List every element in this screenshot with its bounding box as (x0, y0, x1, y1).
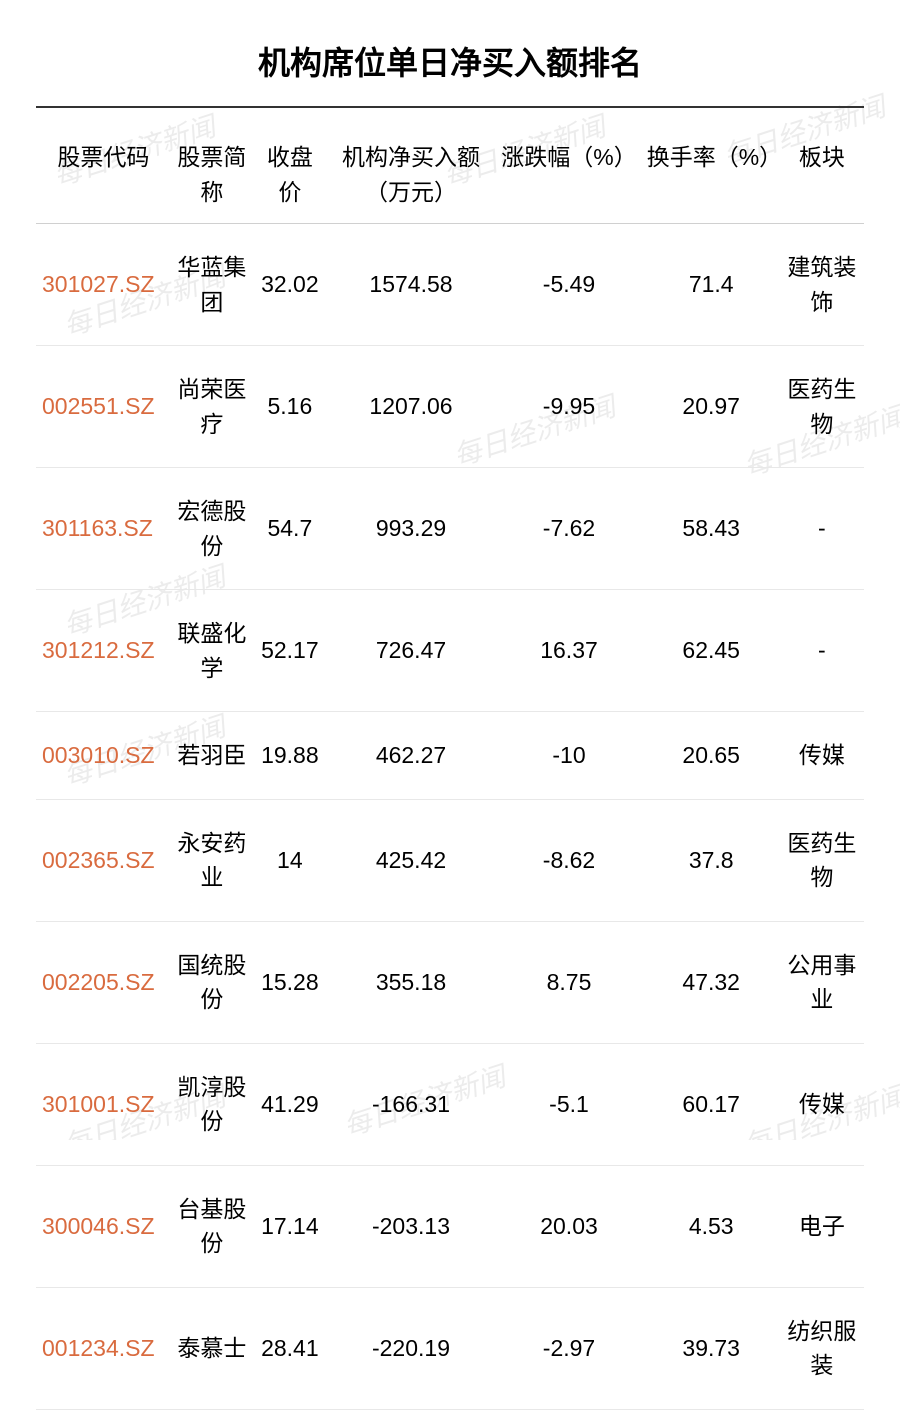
cell-price: 17.14 (253, 1165, 327, 1287)
cell-turnover: 71.4 (643, 224, 780, 346)
cell-netbuy: -203.13 (327, 1165, 496, 1287)
cell-turnover: 47.32 (643, 921, 780, 1043)
table-row: 301027.SZ华蓝集团32.021574.58-5.4971.4建筑装饰 (36, 224, 864, 346)
cell-code: 003010.SZ (36, 712, 171, 800)
cell-sector: 医药生物 (780, 799, 864, 921)
cell-change: 20.03 (495, 1165, 642, 1287)
cell-code: 301163.SZ (36, 468, 171, 590)
table-row: 301163.SZ宏德股份54.7993.29-7.6258.43- (36, 468, 864, 590)
cell-sector: - (780, 468, 864, 590)
cell-change: -10 (495, 712, 642, 800)
cell-code: 300046.SZ (36, 1165, 171, 1287)
cell-change: -8.62 (495, 799, 642, 921)
cell-code: 002205.SZ (36, 921, 171, 1043)
cell-price: 5.16 (253, 346, 327, 468)
table-row: 301212.SZ联盛化学52.17726.4716.3762.45- (36, 590, 864, 712)
cell-code: 001234.SZ (36, 1287, 171, 1409)
table-row: 002365.SZ永安药业14425.42-8.6237.8医药生物 (36, 799, 864, 921)
cell-sector: 建筑装饰 (780, 224, 864, 346)
table-body: 301027.SZ华蓝集团32.021574.58-5.4971.4建筑装饰00… (36, 224, 864, 1410)
cell-netbuy: 355.18 (327, 921, 496, 1043)
cell-price: 41.29 (253, 1043, 327, 1165)
cell-name: 宏德股份 (171, 468, 253, 590)
cell-turnover: 62.45 (643, 590, 780, 712)
cell-turnover: 37.8 (643, 799, 780, 921)
cell-change: 16.37 (495, 590, 642, 712)
cell-netbuy: -220.19 (327, 1287, 496, 1409)
cell-name: 凯淳股份 (171, 1043, 253, 1165)
header-change: 涨跌幅（%） (495, 126, 642, 224)
cell-name: 泰慕士 (171, 1287, 253, 1409)
cell-netbuy: 462.27 (327, 712, 496, 800)
cell-change: -7.62 (495, 468, 642, 590)
cell-turnover: 39.73 (643, 1287, 780, 1409)
cell-sector: - (780, 590, 864, 712)
table-row: 002205.SZ国统股份15.28355.188.7547.32公用事业 (36, 921, 864, 1043)
table-row: 001234.SZ泰慕士28.41-220.19-2.9739.73纺织服装 (36, 1287, 864, 1409)
table-row: 301001.SZ凯淳股份41.29-166.31-5.160.17传媒 (36, 1043, 864, 1165)
cell-change: -9.95 (495, 346, 642, 468)
cell-netbuy: -166.31 (327, 1043, 496, 1165)
cell-change: -5.1 (495, 1043, 642, 1165)
table-row: 003010.SZ若羽臣19.88462.27-1020.65传媒 (36, 712, 864, 800)
cell-sector: 传媒 (780, 712, 864, 800)
cell-code: 301212.SZ (36, 590, 171, 712)
cell-code: 301001.SZ (36, 1043, 171, 1165)
cell-netbuy: 1574.58 (327, 224, 496, 346)
header-name: 股票简称 (171, 126, 253, 224)
header-sector: 板块 (780, 126, 864, 224)
header-code: 股票代码 (36, 126, 171, 224)
cell-netbuy: 1207.06 (327, 346, 496, 468)
cell-price: 14 (253, 799, 327, 921)
cell-code: 301027.SZ (36, 224, 171, 346)
cell-name: 尚荣医疗 (171, 346, 253, 468)
cell-code: 002551.SZ (36, 346, 171, 468)
cell-price: 32.02 (253, 224, 327, 346)
cell-turnover: 20.97 (643, 346, 780, 468)
cell-price: 15.28 (253, 921, 327, 1043)
cell-name: 台基股份 (171, 1165, 253, 1287)
cell-netbuy: 425.42 (327, 799, 496, 921)
cell-name: 若羽臣 (171, 712, 253, 800)
header-netbuy: 机构净买入额（万元） (327, 126, 496, 224)
cell-sector: 医药生物 (780, 346, 864, 468)
cell-price: 19.88 (253, 712, 327, 800)
cell-name: 联盛化学 (171, 590, 253, 712)
page-title: 机构席位单日净买入额排名 (36, 20, 864, 108)
ranking-table: 股票代码 股票简称 收盘价 机构净买入额（万元） 涨跌幅（%） 换手率（%） 板… (36, 126, 864, 1410)
cell-netbuy: 993.29 (327, 468, 496, 590)
cell-name: 华蓝集团 (171, 224, 253, 346)
table-row: 300046.SZ台基股份17.14-203.1320.034.53电子 (36, 1165, 864, 1287)
table-container: 机构席位单日净买入额排名 股票代码 股票简称 收盘价 机构净买入额（万元） 涨跌… (0, 0, 900, 1410)
cell-change: -2.97 (495, 1287, 642, 1409)
cell-price: 28.41 (253, 1287, 327, 1409)
cell-sector: 传媒 (780, 1043, 864, 1165)
cell-sector: 公用事业 (780, 921, 864, 1043)
cell-price: 54.7 (253, 468, 327, 590)
header-price: 收盘价 (253, 126, 327, 224)
cell-turnover: 60.17 (643, 1043, 780, 1165)
cell-change: 8.75 (495, 921, 642, 1043)
cell-turnover: 20.65 (643, 712, 780, 800)
cell-price: 52.17 (253, 590, 327, 712)
cell-turnover: 58.43 (643, 468, 780, 590)
table-header: 股票代码 股票简称 收盘价 机构净买入额（万元） 涨跌幅（%） 换手率（%） 板… (36, 126, 864, 224)
cell-netbuy: 726.47 (327, 590, 496, 712)
cell-name: 永安药业 (171, 799, 253, 921)
table-row: 002551.SZ尚荣医疗5.161207.06-9.9520.97医药生物 (36, 346, 864, 468)
cell-name: 国统股份 (171, 921, 253, 1043)
cell-sector: 电子 (780, 1165, 864, 1287)
cell-code: 002365.SZ (36, 799, 171, 921)
cell-sector: 纺织服装 (780, 1287, 864, 1409)
cell-change: -5.49 (495, 224, 642, 346)
header-turnover: 换手率（%） (643, 126, 780, 224)
cell-turnover: 4.53 (643, 1165, 780, 1287)
